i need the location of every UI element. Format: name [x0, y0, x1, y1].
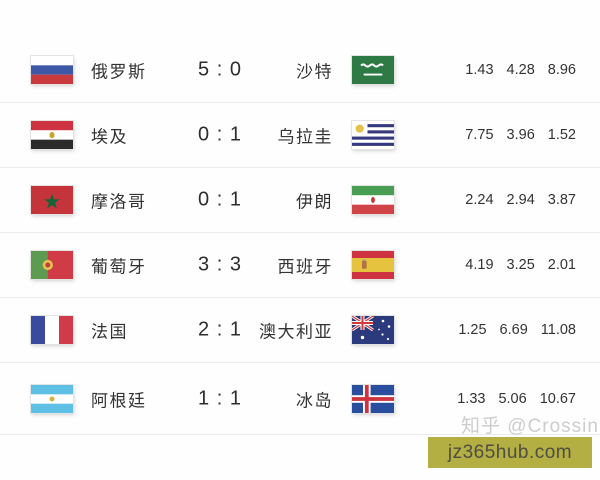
home-team-name: 法国 — [91, 322, 128, 342]
match-odds: 1.33 5.06 10.67 — [457, 391, 576, 407]
argentina-flag-icon — [31, 384, 73, 413]
match-row-egypt-uruguay[interactable]: 埃及 0 : 1 乌拉圭 7.75 3.96 1.52 — [0, 103, 600, 168]
match-odds: 1.25 6.69 11.08 — [458, 322, 576, 338]
away-team-name: 沙特 — [296, 62, 333, 82]
portugal-flag-icon — [31, 251, 73, 279]
match-row-russia-saudi[interactable]: 俄罗斯 5 : 0 沙特 1.43 4.28 8.96 — [0, 38, 600, 103]
match-odds: 2.24 2.94 3.87 — [465, 192, 576, 208]
russia-flag-icon — [31, 56, 73, 84]
match-score: 1 : 1 — [198, 387, 242, 409]
odds-away-win: 3.87 — [547, 192, 576, 208]
morocco-flag-icon — [31, 186, 73, 214]
odds-away-win: 10.67 — [539, 390, 576, 407]
odds-away-win: 2.01 — [547, 257, 576, 273]
odds-home-win: 7.75 — [465, 127, 494, 143]
australia-flag-icon — [352, 316, 394, 344]
match-score: 0 : 1 — [198, 188, 242, 211]
match-score: 0 : 1 — [198, 123, 242, 146]
iran-flag-icon — [352, 186, 394, 214]
odds-draw: 3.96 — [506, 127, 535, 143]
egypt-flag-icon — [31, 121, 73, 149]
match-score: 3 : 3 — [198, 253, 242, 276]
site-banner-link[interactable]: jz365hub.com — [428, 437, 592, 468]
match-odds: 1.43 4.28 8.96 — [465, 62, 576, 78]
home-team-name: 葡萄牙 — [91, 257, 147, 277]
odds-home-win: 2.24 — [465, 192, 494, 208]
spain-flag-icon — [352, 251, 394, 279]
match-row-france-australia[interactable]: 法国 2 : 1 澳大利亚 1.25 6.69 11.08 — [0, 298, 600, 363]
france-flag-icon — [31, 316, 73, 344]
odds-draw: 3.25 — [506, 257, 535, 273]
odds-away-win: 1.52 — [547, 127, 576, 143]
match-row-morocco-iran[interactable]: 摩洛哥 0 : 1 伊朗 2.24 2.94 3.87 — [0, 168, 600, 233]
home-team-name: 阿根廷 — [91, 391, 147, 410]
match-results-table: 俄罗斯 5 : 0 沙特 1.43 4.28 8.96 埃及 0 : 1 乌拉圭… — [0, 38, 600, 435]
uruguay-flag-icon — [352, 121, 394, 149]
odds-draw: 2.94 — [506, 192, 535, 208]
match-score: 2 : 1 — [198, 318, 242, 341]
away-team-name: 乌拉圭 — [277, 127, 333, 147]
match-odds: 7.75 3.96 1.52 — [465, 127, 576, 143]
saudi-arabia-flag-icon — [352, 56, 394, 84]
home-team-name: 埃及 — [91, 127, 128, 147]
odds-home-win: 1.25 — [458, 322, 487, 338]
away-team-name: 澳大利亚 — [259, 322, 333, 342]
zhihu-watermark: 知乎 @Crossin — [461, 416, 599, 437]
away-team-name: 冰岛 — [296, 391, 333, 410]
iceland-flag-icon — [352, 384, 394, 413]
odds-draw: 4.28 — [506, 62, 535, 78]
odds-home-win: 1.33 — [457, 390, 486, 407]
home-team-name: 摩洛哥 — [91, 192, 147, 212]
odds-home-win: 4.19 — [465, 257, 494, 273]
odds-draw: 5.06 — [498, 390, 527, 407]
odds-away-win: 8.96 — [547, 62, 576, 78]
odds-draw: 6.69 — [499, 322, 528, 338]
odds-away-win: 11.08 — [540, 322, 576, 338]
odds-home-win: 1.43 — [465, 62, 494, 78]
away-team-name: 西班牙 — [277, 257, 333, 277]
match-odds: 4.19 3.25 2.01 — [465, 257, 576, 273]
match-score: 5 : 0 — [198, 58, 242, 81]
away-team-name: 伊朗 — [296, 192, 333, 212]
match-row-portugal-spain[interactable]: 葡萄牙 3 : 3 西班牙 4.19 3.25 2.01 — [0, 233, 600, 298]
home-team-name: 俄罗斯 — [91, 62, 147, 82]
match-row-argentina-iceland[interactable]: 阿根廷 1 : 1 冰岛 1.33 5.06 10.67 — [0, 363, 600, 435]
